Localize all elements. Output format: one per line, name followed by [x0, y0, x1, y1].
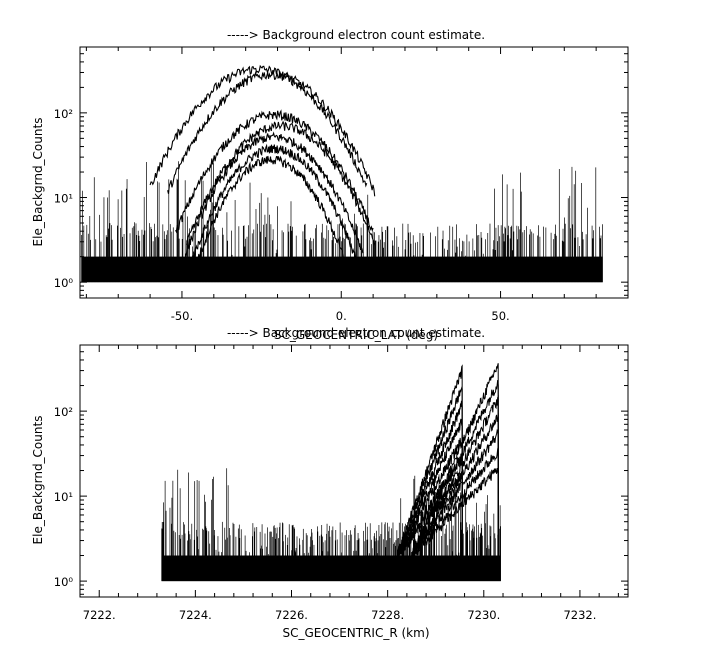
top-bump-curve	[149, 64, 368, 188]
bottom-y-tick-label: 10¹	[54, 490, 73, 504]
top-x-axis-label: SC_GEOCENTRIC_LAT (deg)	[274, 328, 438, 342]
bottom-x-tick-label: 7230.	[467, 608, 500, 622]
panel-bottom: -----> Background electron count estimat…	[31, 326, 629, 640]
top-y-tick-label: 10⁰	[54, 276, 74, 290]
bottom-y-tick-label: 10²	[54, 405, 73, 419]
top-baseline-band	[81, 256, 603, 283]
top-plot-data	[81, 64, 603, 283]
bottom-chart-title: -----> Background electron count estimat…	[227, 326, 485, 340]
panel-top: -----> Background electron count estimat…	[31, 28, 629, 342]
top-x-tick-label: 0.	[336, 309, 347, 323]
top-bump-curve	[167, 69, 376, 197]
bottom-x-tick-label: 7228.	[371, 608, 404, 622]
top-y-tick-label: 10²	[54, 107, 73, 121]
top-bump-curve	[184, 131, 364, 260]
top-x-tick-label: 50.	[491, 309, 509, 323]
top-y-axis-label: Ele_Backgrnd_Counts	[31, 118, 45, 247]
top-noise-spikes	[81, 161, 603, 283]
bottom-ramp-curve	[411, 380, 499, 557]
top-bump-curve	[186, 120, 376, 247]
top-bump-curve	[190, 155, 352, 280]
bottom-x-tick-label: 7226.	[275, 608, 308, 622]
bottom-ramp-curve	[396, 418, 463, 559]
top-bump-curve	[175, 109, 374, 234]
bottom-x-tick-label: 7222.	[83, 608, 116, 622]
top-x-tick-label: -50.	[171, 309, 193, 323]
bottom-ramp-curve	[411, 363, 499, 561]
bottom-y-tick-label: 10⁰	[54, 575, 74, 589]
bottom-x-axis-label: SC_GEOCENTRIC_R (km)	[283, 626, 430, 640]
bottom-ramp-curve	[411, 395, 499, 559]
bottom-ramp-curve	[396, 453, 463, 560]
bottom-axes: 10⁰ 10¹ 10² 7222. 7224. 7226. 7228. 7230. 7232.	[54, 344, 628, 622]
top-y-tick-label: 10¹	[54, 192, 73, 206]
bottom-x-tick-label: 7232.	[563, 608, 596, 622]
bottom-x-tick-label: 7224.	[179, 608, 212, 622]
top-axes: 10⁰ 10¹ 10² -50. 0. 50.	[54, 46, 629, 323]
bottom-ramp-curve	[396, 364, 463, 558]
bottom-ramp-curve	[396, 437, 463, 561]
bottom-noise-spikes	[161, 468, 501, 582]
bottom-ramp-curve	[411, 413, 499, 562]
bottom-y-axis-label: Ele_Backgrnd_Counts	[31, 416, 45, 545]
bottom-ramp-curve	[411, 446, 499, 561]
bottom-plot-data	[161, 363, 501, 582]
bottom-ramp-curve	[411, 463, 499, 557]
top-bump-curve	[189, 143, 360, 268]
top-chart-title: -----> Background electron count estimat…	[227, 28, 485, 42]
